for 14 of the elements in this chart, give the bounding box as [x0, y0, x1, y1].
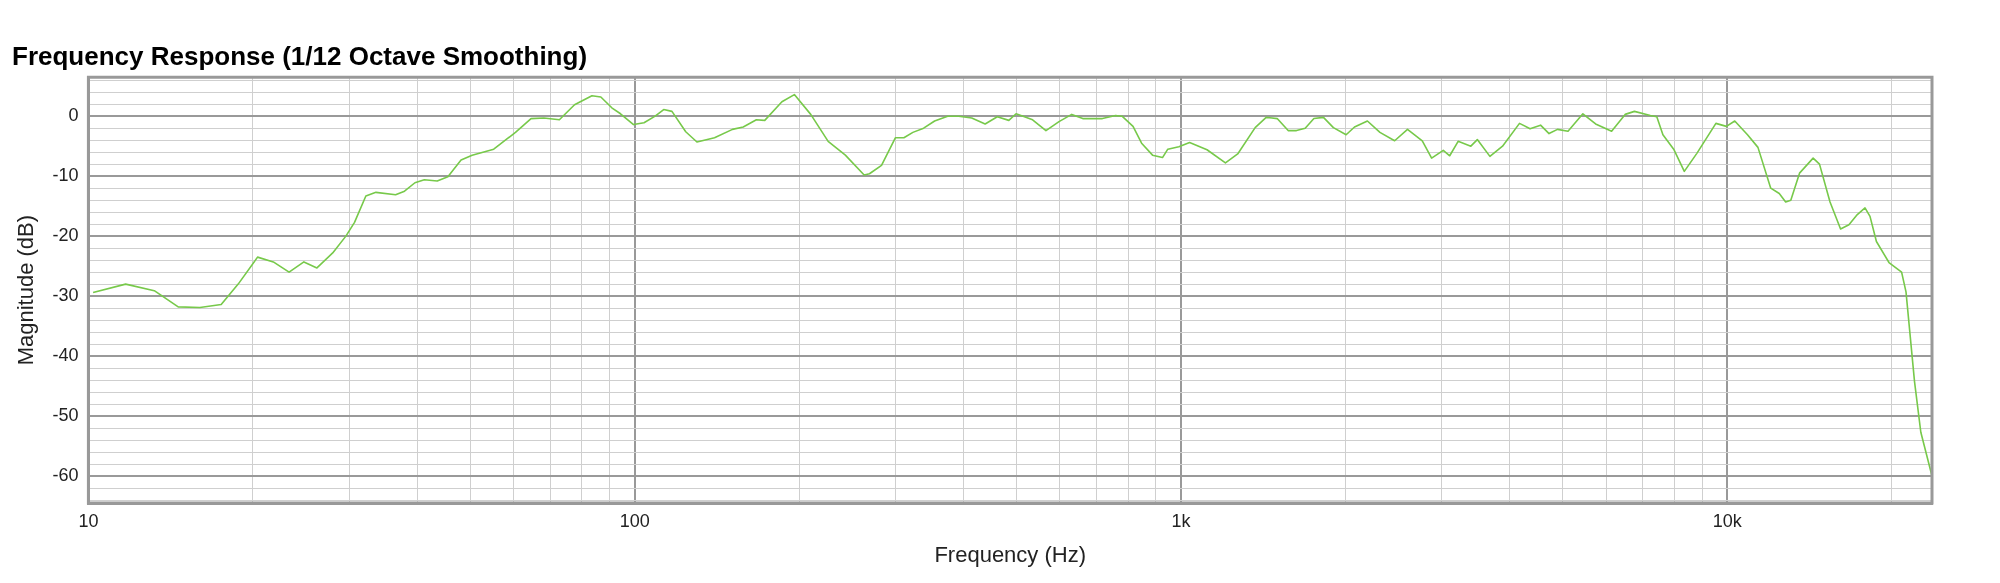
y-tick-label: 0 [68, 105, 79, 126]
x-tick-label: 100 [619, 510, 650, 531]
x-tick-label: 1k [1171, 510, 1192, 531]
y-tick-label: -10 [52, 165, 79, 186]
x-tick-label: 10 [78, 510, 99, 531]
y-tick-label: -30 [52, 285, 79, 306]
y-tick-label: -50 [52, 405, 79, 426]
x-axis-title: Frequency (Hz) [934, 541, 1086, 567]
y-tick-label: -60 [52, 464, 79, 485]
y-axis-title: Magnitude (dB) [13, 214, 39, 366]
chart-title: Frequency Response (1/12 Octave Smoothing) [12, 40, 588, 71]
x-tick-label: 10k [1712, 510, 1743, 531]
y-tick-label: -20 [52, 225, 79, 246]
y-tick-label: -40 [52, 345, 79, 366]
